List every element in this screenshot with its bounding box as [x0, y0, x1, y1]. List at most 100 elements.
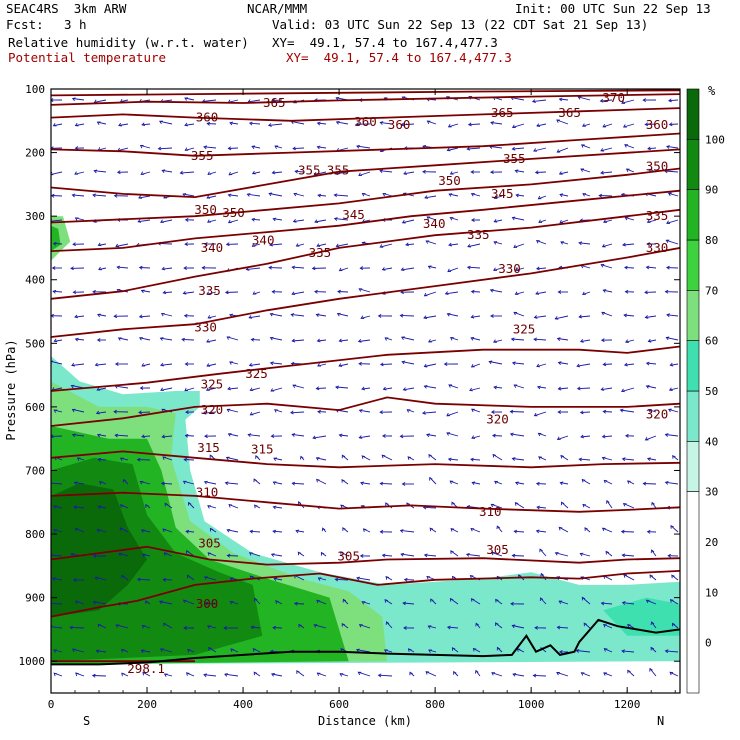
wind-vector — [160, 219, 173, 223]
wind-vector-head — [384, 599, 389, 603]
y-tick-label: 500 — [25, 337, 45, 350]
wind-vector — [139, 337, 151, 341]
wind-vector — [537, 506, 547, 509]
theta-label: 355 — [327, 162, 350, 177]
wind-vector-head — [113, 409, 117, 414]
wind-vector-head — [138, 314, 143, 319]
wind-vector-head — [113, 193, 118, 198]
theta-label: 355 — [503, 151, 526, 166]
wind-vector-head — [511, 457, 516, 461]
wind-vector-head — [275, 600, 279, 604]
wind-vector — [560, 482, 569, 485]
organization-label: NCAR/MMM — [247, 1, 308, 16]
wind-vector-head — [621, 100, 625, 104]
wind-vector-head — [321, 527, 326, 532]
wind-vector-head — [669, 599, 674, 603]
wind-vector — [490, 122, 503, 125]
wind-vector — [534, 315, 547, 319]
wind-vector-head — [252, 291, 257, 295]
wind-vector — [512, 217, 525, 221]
wind-vector — [512, 625, 525, 629]
wind-vector-head — [341, 478, 345, 483]
wind-vector-head — [292, 146, 296, 151]
theta-label: 340 — [201, 240, 224, 255]
wind-vector-head — [384, 337, 389, 341]
wind-vector-head — [495, 598, 499, 603]
wind-vector-head — [379, 244, 384, 248]
colorbar-bin — [686, 139, 700, 190]
wind-vector — [511, 338, 525, 341]
wind-vector — [533, 674, 547, 677]
theta-label: 340 — [252, 232, 275, 247]
wind-vector — [669, 387, 679, 391]
wind-vector-head — [317, 577, 322, 581]
wind-vector-head — [602, 289, 607, 293]
wind-vector-head — [229, 577, 234, 582]
wind-vector — [555, 552, 569, 557]
wind-vector — [601, 311, 613, 317]
wind-vector — [513, 673, 525, 677]
wind-vector-head — [138, 410, 142, 415]
wind-vector — [382, 454, 393, 461]
wind-vector-head — [184, 122, 189, 127]
wind-vector — [380, 363, 393, 366]
wind-vector-head — [624, 265, 628, 270]
theta-contour-370 — [51, 89, 680, 97]
wind-vector-head — [94, 576, 99, 581]
theta-label: 335 — [309, 245, 332, 260]
wind-vector-head — [74, 146, 79, 150]
wind-vector — [470, 458, 481, 461]
colorbar-tick-label: 80 — [705, 234, 718, 247]
wind-vector-head — [119, 457, 124, 462]
wind-vector-head — [668, 387, 673, 391]
wind-vector-head — [650, 621, 655, 626]
rh-region-0 — [51, 216, 71, 261]
theta-label: 305 — [337, 548, 360, 563]
wind-vector-head — [336, 312, 341, 317]
wind-vector-head — [272, 481, 277, 485]
wind-vector — [422, 411, 437, 414]
wind-vector — [599, 195, 613, 197]
wind-vector-head — [447, 268, 452, 273]
wind-vector — [645, 435, 657, 441]
wind-vector — [115, 385, 129, 389]
wind-vector-head — [338, 363, 343, 367]
wind-vector-head — [377, 314, 382, 318]
wind-vector-head — [229, 601, 234, 605]
wind-vector — [115, 434, 129, 437]
wind-vector-head — [203, 242, 208, 246]
wind-vector-head — [207, 171, 212, 175]
wind-vector — [334, 171, 349, 175]
wind-vector-head — [557, 290, 562, 294]
wind-vector — [515, 170, 525, 173]
wind-vector-head — [488, 360, 493, 365]
wind-vector-head — [160, 362, 164, 367]
wind-vector — [72, 434, 85, 437]
wind-vector — [226, 456, 239, 461]
wind-vector-head — [536, 505, 541, 510]
wind-vector-head — [314, 219, 319, 223]
wind-vector-head — [556, 671, 560, 676]
wind-vector-head — [184, 147, 189, 151]
theta-contour-300 — [51, 570, 680, 618]
wind-vector-head — [74, 314, 79, 319]
wind-vector — [162, 267, 173, 270]
wind-vector — [403, 171, 415, 175]
theta-label: 345 — [342, 207, 365, 222]
wind-vector-head — [493, 339, 497, 343]
wind-vector — [139, 315, 151, 318]
wind-vector-head — [560, 241, 564, 245]
wind-vector — [401, 123, 415, 126]
wind-vector-head — [187, 501, 192, 506]
wind-vector-head — [119, 527, 124, 531]
wind-vector — [137, 578, 151, 581]
wind-vector-head — [162, 528, 167, 533]
wind-vector-head — [533, 412, 538, 417]
wind-vector-head — [668, 408, 672, 413]
wind-vector — [624, 266, 635, 269]
wind-vector-head — [536, 363, 541, 368]
wind-vector — [669, 123, 679, 125]
wind-vector — [579, 242, 591, 245]
wind-vector-head — [207, 625, 211, 629]
wind-vector-head — [575, 648, 580, 653]
